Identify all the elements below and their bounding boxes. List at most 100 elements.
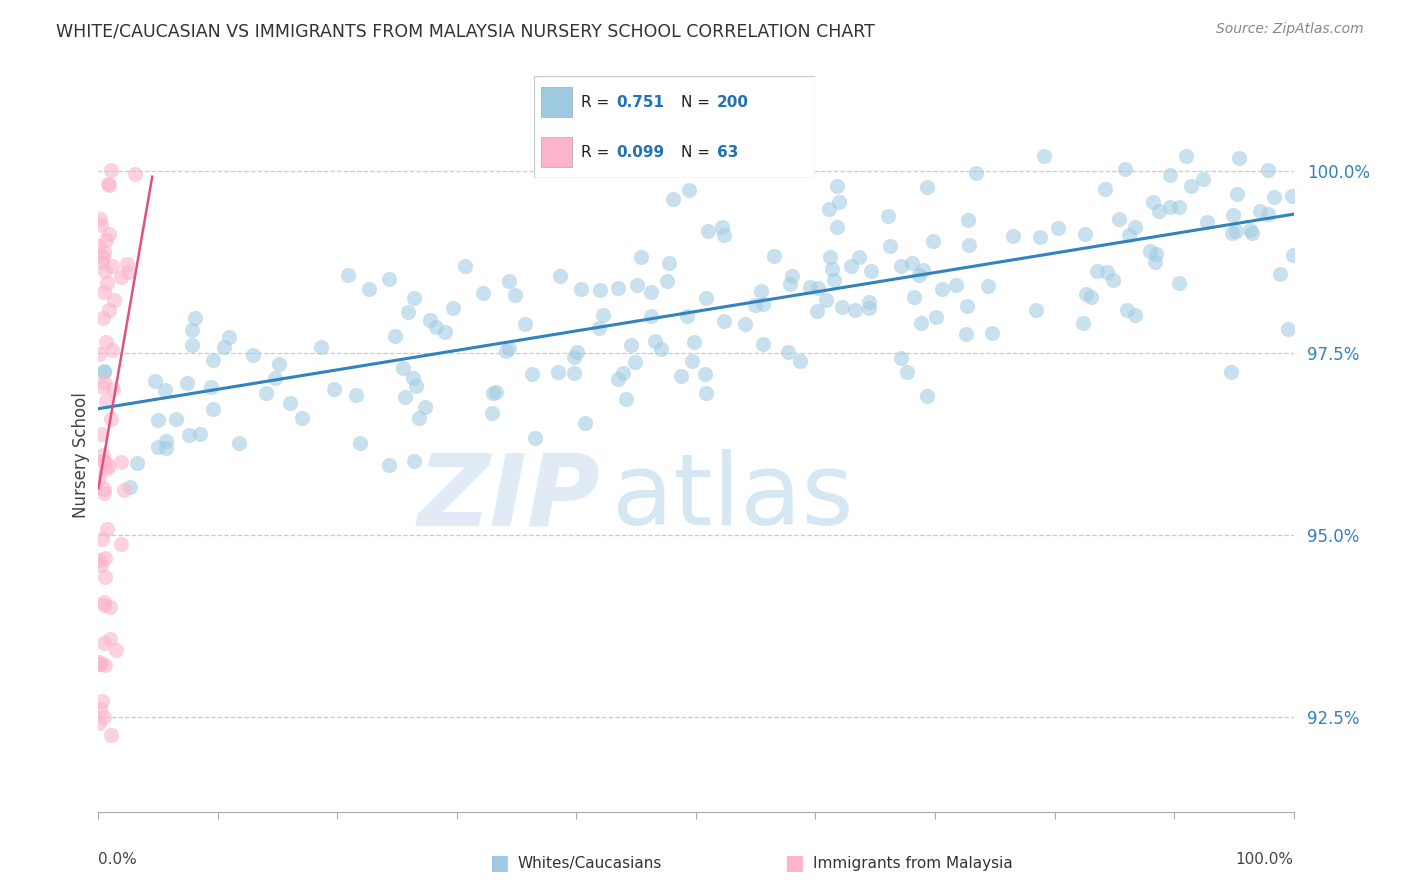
Point [957,237,980,252]
Point [89,702,111,716]
Point [695,386,717,401]
Point [1139,244,1161,258]
Point [1159,200,1181,214]
Point [818,202,841,216]
Point [495,344,517,359]
Point [498,341,520,355]
Point [1094,182,1116,196]
Point [472,286,495,301]
Point [523,431,546,445]
Point [831,301,853,315]
Point [120,480,142,494]
Point [825,179,848,194]
Point [612,366,634,380]
Point [309,340,332,354]
Point [1144,247,1167,261]
Point [588,321,610,335]
Point [640,309,662,323]
Point [903,290,925,304]
Text: ■: ■ [785,854,804,873]
Point [377,458,399,472]
Point [278,396,301,410]
Y-axis label: Nursery School: Nursery School [72,392,90,518]
Point [498,274,520,288]
Point [630,250,652,264]
Text: R =: R = [581,95,609,110]
Point [218,330,240,344]
Point [697,224,720,238]
Point [658,255,681,269]
Point [89,239,111,253]
Point [1118,228,1140,243]
Point [592,308,614,322]
Point [1222,226,1244,240]
Text: ZIP: ZIP [418,450,600,546]
Point [1239,223,1261,237]
Point [267,357,290,371]
Point [98,227,121,241]
Text: ■: ■ [489,854,509,873]
Point [1227,151,1250,165]
Point [965,166,987,180]
Point [93,598,115,612]
Point [908,268,931,282]
Point [624,355,647,369]
Point [858,295,880,310]
Point [202,402,225,417]
Point [181,338,204,352]
Point [408,410,430,425]
Point [749,284,772,298]
Point [413,401,436,415]
Point [589,283,612,297]
Point [860,264,883,278]
Point [264,371,287,385]
Point [291,411,314,425]
Point [93,285,115,300]
Point [112,483,135,497]
Point [94,455,117,469]
Point [1080,290,1102,304]
Point [148,440,170,454]
Point [94,233,117,247]
Point [776,344,799,359]
Point [94,551,117,566]
Text: Immigrants from Malaysia: Immigrants from Malaysia [813,856,1012,871]
Point [515,317,537,331]
Text: N =: N = [681,95,710,110]
Point [176,376,198,390]
Point [110,537,132,551]
Point [1046,221,1069,235]
FancyBboxPatch shape [541,87,572,117]
Text: 100.0%: 100.0% [1236,852,1294,867]
Point [392,360,415,375]
Point [1225,187,1247,202]
Point [981,326,1004,341]
Point [349,436,371,450]
Point [925,310,948,324]
Point [814,293,837,307]
Point [678,183,700,197]
Point [825,220,848,235]
Point [177,428,200,442]
Point [184,310,207,325]
Point [1095,265,1118,279]
Point [359,282,381,296]
Point [441,301,464,316]
Point [202,352,225,367]
Point [1147,204,1170,219]
Point [93,263,115,277]
Point [806,304,828,318]
Point [1073,316,1095,330]
Point [713,228,735,243]
Point [93,245,115,260]
Point [87,655,110,669]
Text: 0.099: 0.099 [616,145,664,160]
Point [337,268,360,282]
Point [848,250,870,264]
Point [1074,286,1097,301]
Point [402,371,425,385]
Point [344,387,367,401]
Point [503,288,526,302]
Point [752,337,775,351]
Point [1159,169,1181,183]
